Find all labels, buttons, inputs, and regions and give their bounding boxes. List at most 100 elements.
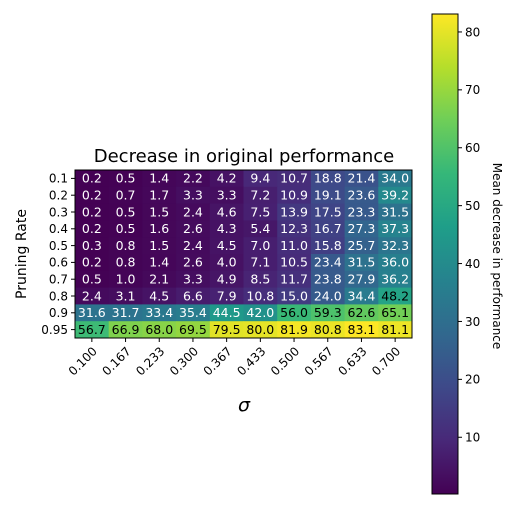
heatmap-cell: [277, 287, 312, 305]
heatmap-cell: [209, 237, 244, 255]
heatmap-cell-label: 3.3: [217, 188, 237, 203]
heatmap-cell: [176, 170, 211, 188]
y-axis-ticks: 0.1 0.2 0.3 0.4 0.5 0.6 0.7 0.8 0.9 0.95: [41, 172, 75, 337]
x-tick-label: 0.100: [66, 344, 100, 378]
heatmap-cell: [277, 254, 312, 272]
heatmap-cell: [310, 321, 345, 339]
heatmap-cell: [209, 304, 244, 322]
heatmap-cell: [108, 321, 143, 339]
heatmap-cell-label: 56.7: [78, 322, 106, 337]
heatmap-cell: [310, 287, 345, 305]
heatmap-cell: [176, 237, 211, 255]
heatmap-cell-label: 31.6: [78, 305, 106, 320]
heatmap-cell-label: 23.8: [314, 272, 342, 287]
heatmap-cell-label: 3.3: [183, 272, 203, 287]
x-tick-label: 0.233: [133, 344, 167, 378]
heatmap-cell: [277, 304, 312, 322]
heatmap-cell-label: 0.3: [82, 238, 102, 253]
heatmap-cell-label: 80.8: [314, 322, 342, 337]
heatmap-cell-label: 1.4: [149, 171, 169, 186]
y-tick-label: 0.1: [49, 172, 68, 186]
heatmap-cell-label: 4.5: [217, 238, 237, 253]
heatmap-cell-label: 1.5: [149, 238, 169, 253]
heatmap-cell-label: 23.4: [314, 255, 342, 270]
heatmap-cell-label: 10.8: [246, 288, 274, 303]
heatmap-cell: [176, 220, 211, 238]
x-tick-label: 0.633: [335, 344, 369, 378]
heatmap-cell: [142, 237, 177, 255]
heatmap-cell-label: 44.5: [213, 305, 241, 320]
heatmap-cell-label: 9.4: [250, 171, 270, 186]
heatmap-cell: [378, 220, 413, 238]
heatmap-cell-label: 11.7: [280, 272, 308, 287]
heatmap-cells: [75, 170, 413, 339]
heatmap-cell-label: 81.9: [280, 322, 308, 337]
heatmap-cell-label: 0.2: [82, 221, 102, 236]
heatmap-cell-label: 4.6: [217, 204, 237, 219]
heatmap-cell-label: 0.2: [82, 171, 102, 186]
heatmap-cell: [378, 321, 413, 339]
heatmap-cell-label: 2.6: [183, 221, 203, 236]
heatmap-cell-label: 8.5: [250, 272, 270, 287]
heatmap-cell: [176, 186, 211, 204]
heatmap-cell: [344, 170, 379, 188]
heatmap-cell-label: 0.5: [82, 272, 102, 287]
heatmap-cell-label: 68.0: [145, 322, 173, 337]
heatmap-cell: [108, 170, 143, 188]
heatmap-cell: [75, 237, 110, 255]
heatmap-cell-label: 27.9: [348, 272, 376, 287]
heatmap-cell-label: 34.0: [381, 171, 409, 186]
heatmap-cell-label: 4.5: [149, 288, 169, 303]
heatmap-cell: [277, 237, 312, 255]
heatmap-cell-label: 24.0: [314, 288, 342, 303]
heatmap-cell-label: 2.4: [183, 238, 203, 253]
heatmap-cell: [243, 321, 278, 339]
colorbar-tick-label: 30: [465, 315, 480, 329]
heatmap-cell-label: 34.4: [348, 288, 376, 303]
heatmap-cell-label: 0.8: [116, 238, 136, 253]
heatmap-cell: [209, 170, 244, 188]
heatmap-cell: [243, 304, 278, 322]
y-tick-label: 0.7: [49, 273, 68, 287]
heatmap-cell: [108, 287, 143, 305]
heatmap-cell: [75, 254, 110, 272]
heatmap-cell-label: 4.0: [217, 255, 237, 270]
heatmap-cell-label: 56.0: [280, 305, 308, 320]
x-tick-label: 0.433: [234, 344, 268, 378]
heatmap-cell: [75, 186, 110, 204]
heatmap-cell-label: 39.2: [381, 188, 409, 203]
heatmap-cell: [142, 304, 177, 322]
x-tick-label: 0.700: [369, 344, 403, 378]
heatmap-cell: [344, 304, 379, 322]
x-axis-ticks: 0.100 0.167 0.233 0.300 0.367 0.433 0.500 0.567…: [66, 338, 403, 378]
heatmap-cell: [176, 203, 211, 221]
heatmap-cell-label: 4.9: [217, 272, 237, 287]
heatmap-cell: [176, 270, 211, 288]
heatmap-cell: [310, 220, 345, 238]
heatmap-cell: [209, 287, 244, 305]
colorbar-tick-label: 20: [465, 373, 480, 387]
heatmap-cell: [209, 186, 244, 204]
heatmap-cell: [75, 321, 110, 339]
heatmap-cell: [209, 270, 244, 288]
y-tick-label: 0.3: [49, 205, 68, 219]
heatmap-cell-label: 32.3: [381, 238, 409, 253]
heatmap-cell-label: 83.1: [348, 322, 376, 337]
heatmap-cell-label: 7.2: [250, 188, 270, 203]
x-tick-label: 0.300: [167, 344, 201, 378]
heatmap-cell-label: 31.5: [348, 255, 376, 270]
heatmap-cell-label: 0.2: [82, 204, 102, 219]
heatmap-cell-label: 42.0: [246, 305, 274, 320]
heatmap-cell-label: 23.6: [348, 188, 376, 203]
heatmap-cell-label: 2.1: [149, 272, 169, 287]
colorbar-ticks: 10 20 30 40 50 60 70 80: [458, 25, 480, 445]
heatmap-cell: [378, 287, 413, 305]
heatmap-cell: [310, 304, 345, 322]
heatmap-cell: [243, 220, 278, 238]
heatmap-cell: [75, 287, 110, 305]
heatmap-cell-label: 5.4: [250, 221, 270, 236]
y-tick-label: 0.2: [49, 189, 68, 203]
heatmap-cell-label: 12.3: [280, 221, 308, 236]
heatmap-cell: [344, 237, 379, 255]
heatmap-cell: [277, 170, 312, 188]
